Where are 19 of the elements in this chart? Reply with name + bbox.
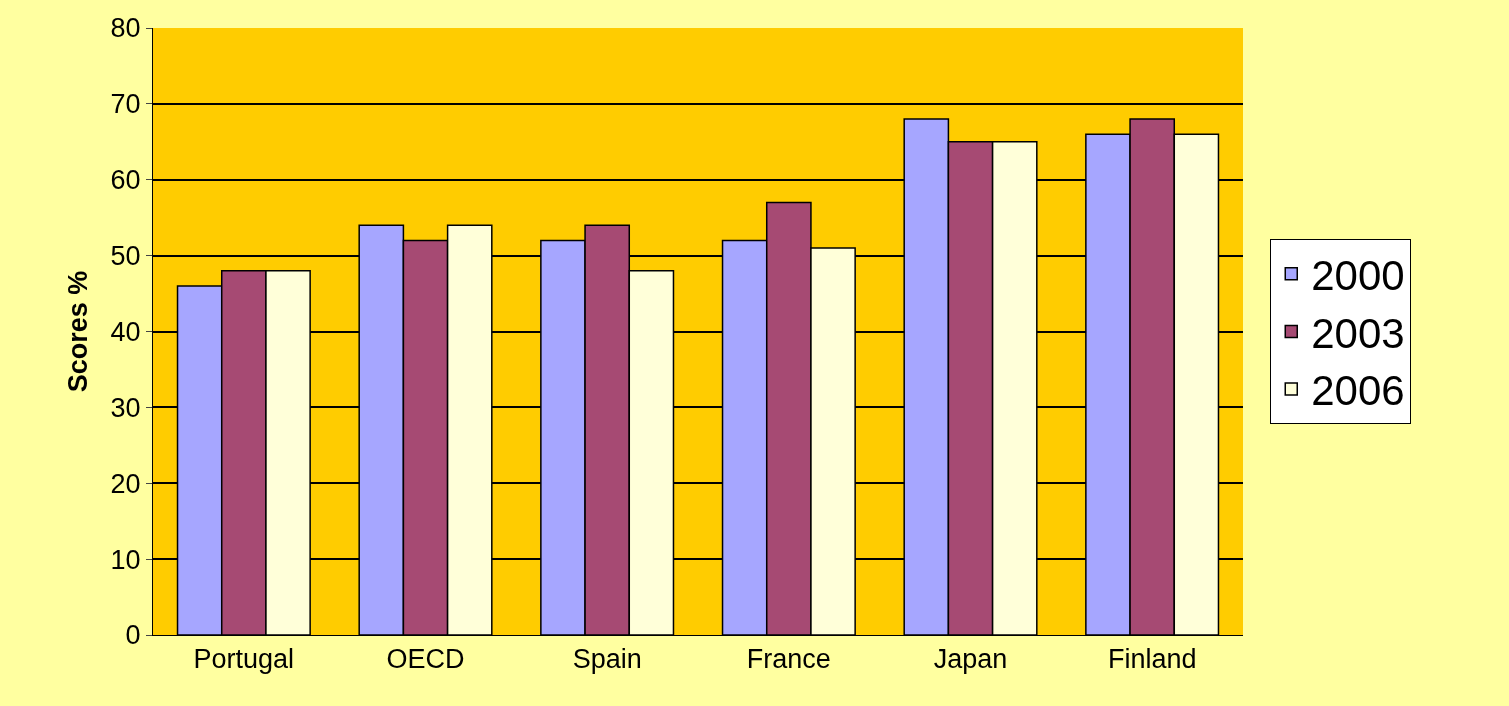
x-tick-label: OECD <box>386 644 465 675</box>
y-tick-label: 60 <box>110 165 141 196</box>
legend-label: 2006 <box>1311 367 1405 415</box>
y-tick-label: 0 <box>125 620 141 651</box>
x-tick-label: Portugal <box>193 644 295 675</box>
y-tick-label: 40 <box>110 316 141 347</box>
y-tick-label: 50 <box>110 241 141 272</box>
x-tick-label: Spain <box>572 644 642 675</box>
y-tick-label: 70 <box>110 89 141 120</box>
y-tick-label: 20 <box>110 468 141 499</box>
y-tick-label: 30 <box>110 392 141 423</box>
x-tick-label: Japan <box>933 644 1008 675</box>
legend-label: 2000 <box>1311 252 1405 300</box>
y-tick-label: 10 <box>110 544 141 575</box>
x-tick-label: Finland <box>1107 644 1197 675</box>
y-tick-label: 80 <box>110 13 141 44</box>
x-tick-label: France <box>746 644 831 675</box>
y-axis-title: Scores % <box>62 270 93 393</box>
legend-label: 2003 <box>1311 309 1405 357</box>
